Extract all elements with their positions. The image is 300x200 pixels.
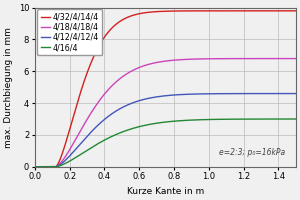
Line: 4/32/4/14/4: 4/32/4/14/4 [35,11,296,167]
4/16/4 [139,125,142,128]
4/16/4 [60,164,63,166]
4/18/4/18/4 [33,166,37,168]
4/32/4/14/4 [33,166,37,168]
4/32/4/14/4 [236,10,240,12]
4/16/4 [236,118,240,120]
4/12/4/12/4 [212,93,216,95]
4/12/4/12/4 [139,99,142,102]
4/32/4/14/4 [294,10,298,12]
4/32/4/14/4 [148,11,152,13]
Line: 4/18/4/18/4: 4/18/4/18/4 [35,59,296,167]
4/12/4/12/4 [241,92,245,95]
Line: 4/12/4/12/4: 4/12/4/12/4 [35,94,296,167]
4/32/4/14/4 [139,12,142,15]
4/16/4 [294,118,298,120]
4/16/4 [241,118,245,120]
4/32/4/14/4 [241,10,245,12]
4/12/4/12/4 [236,92,240,95]
4/18/4/18/4 [148,63,152,65]
4/18/4/18/4 [241,57,245,60]
4/32/4/14/4 [212,10,216,12]
4/18/4/18/4 [139,66,142,68]
4/16/4 [148,123,152,126]
4/16/4 [33,166,37,168]
Legend: 4/32/4/14/4, 4/18/4/18/4, 4/12/4/12/4, 4/16/4: 4/32/4/14/4, 4/18/4/18/4, 4/12/4/12/4, 4… [38,9,102,55]
4/18/4/18/4 [212,58,216,60]
4/12/4/12/4 [148,97,152,99]
4/16/4 [212,118,216,121]
4/18/4/18/4 [60,161,63,163]
4/12/4/12/4 [294,92,298,95]
Line: 4/16/4: 4/16/4 [35,119,296,167]
4/12/4/12/4 [33,166,37,168]
Y-axis label: max. Durchbiegung in mm: max. Durchbiegung in mm [4,27,13,148]
4/32/4/14/4 [60,155,63,157]
X-axis label: Kurze Kante in m: Kurze Kante in m [127,187,204,196]
4/18/4/18/4 [236,57,240,60]
4/18/4/18/4 [294,57,298,60]
4/12/4/12/4 [60,162,63,165]
Text: e=2:3; p₀=16kPa: e=2:3; p₀=16kPa [219,148,285,157]
